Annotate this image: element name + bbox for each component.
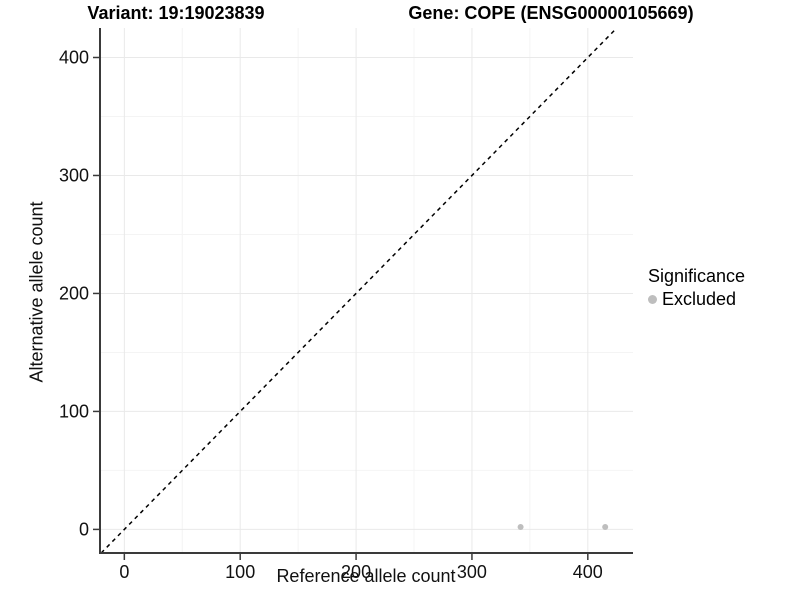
x-axis-tick-label: 0 bbox=[119, 562, 129, 582]
legend: Significance Excluded bbox=[648, 266, 745, 310]
legend-title: Significance bbox=[648, 266, 746, 286]
identity-reference-line bbox=[100, 27, 618, 554]
plot-title-variant: Variant: 19:19023839 bbox=[87, 3, 265, 23]
legend-entry-label: Excluded bbox=[662, 289, 737, 309]
x-axis-title: Reference allele count bbox=[276, 566, 456, 586]
y-axis-tick-label: 400 bbox=[59, 47, 89, 67]
excluded-point-icon bbox=[648, 295, 657, 304]
x-axis-tick-label: 200 bbox=[341, 562, 371, 582]
x-axis-tick-label: 400 bbox=[573, 562, 603, 582]
y-axis-tick-label: 300 bbox=[59, 165, 89, 185]
data-point bbox=[602, 524, 609, 531]
y-axis-title: Alternative allele count bbox=[26, 201, 47, 383]
y-axis-tick-label: 200 bbox=[59, 283, 89, 303]
plot-title-gene: Gene: COPE (ENSG00000105669) bbox=[408, 3, 694, 23]
y-axis-tick-label: 0 bbox=[79, 519, 89, 539]
y-axis-tick-label: 100 bbox=[59, 401, 89, 421]
x-axis-tick-label: 100 bbox=[225, 562, 255, 582]
legend-entry: Excluded bbox=[648, 289, 745, 310]
data-point bbox=[517, 524, 524, 531]
x-axis-tick-label: 300 bbox=[457, 562, 487, 582]
